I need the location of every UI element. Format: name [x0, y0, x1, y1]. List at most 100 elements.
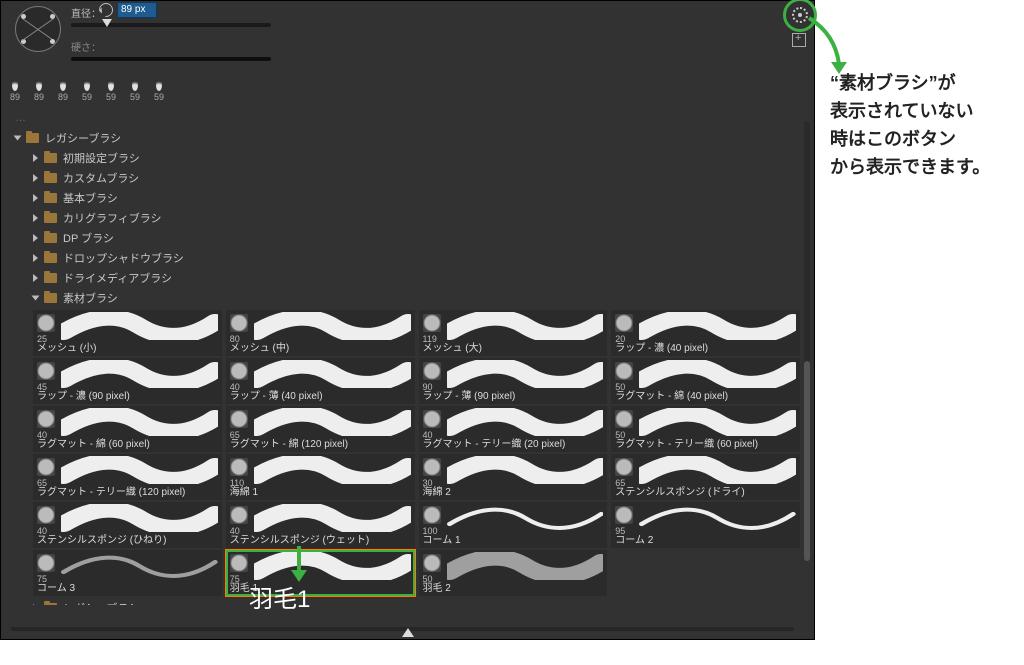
brush-swatch: [423, 410, 441, 428]
diameter-slider-thumb[interactable]: [102, 19, 112, 27]
brush-name: 海綿 2: [423, 483, 604, 498]
chevron-down-icon: [32, 296, 40, 301]
brush-name: ラグマット - 綿 (40 pixel): [615, 387, 796, 402]
folder-row[interactable]: 初期設定ブラシ: [5, 148, 800, 168]
brush-swatch: [230, 506, 248, 524]
brush-stroke-preview: [639, 408, 796, 436]
folder-label: ドライメディアブラシ: [63, 270, 172, 286]
recent-brush[interactable]: 59: [125, 77, 145, 102]
diameter-slider[interactable]: [71, 23, 271, 27]
brush-swatch: [423, 314, 441, 332]
folder-row[interactable]: ドライメディアブラシ: [5, 268, 800, 288]
brush-name: ラグマット - 綿 (120 pixel): [230, 435, 411, 450]
brush-item[interactable]: 50羽毛 2: [419, 550, 608, 596]
brush-item[interactable]: 40ステンシルスポンジ (ひねり): [33, 502, 222, 548]
brush-swatch: [37, 410, 55, 428]
brush-item[interactable]: 40ラップ - 薄 (40 pixel): [226, 358, 415, 404]
brush-item[interactable]: 65ラグマット - テリー織 (120 pixel): [33, 454, 222, 500]
brush-stroke-preview: [447, 552, 604, 580]
brush-swatch: [423, 362, 441, 380]
recent-brush[interactable]: 89: [29, 77, 49, 102]
brush-item[interactable]: 50ラグマット - テリー織 (60 pixel): [611, 406, 800, 452]
chevron-right-icon: [33, 194, 38, 202]
brush-name: 羽毛 2: [423, 579, 604, 594]
folder-row[interactable]: カリグラフィブラシ: [5, 208, 800, 228]
brush-swatch: [230, 362, 248, 380]
brush-stroke-preview: [61, 456, 218, 484]
chevron-down-icon: [14, 136, 22, 141]
brush-swatch: [230, 458, 248, 476]
diameter-input[interactable]: 89 px: [117, 2, 157, 18]
brush-item[interactable]: 100コーム 1: [419, 502, 608, 548]
folder-row[interactable]: DP ブラシ: [5, 228, 800, 248]
folder-material[interactable]: 素材ブラシ: [5, 288, 800, 308]
hardness-slider[interactable]: [71, 57, 271, 61]
brush-item[interactable]: 40ステンシルスポンジ (ウェット): [226, 502, 415, 548]
recent-brush[interactable]: 59: [101, 77, 121, 102]
recent-brush[interactable]: 59: [149, 77, 169, 102]
folder-row[interactable]: カスタムブラシ: [5, 168, 800, 188]
brush-swatch: [230, 554, 248, 572]
brush-tree: … レガシーブラシ 初期設定ブラシカスタムブラシ基本ブラシカリグラフィブラシ DP…: [5, 108, 800, 605]
brush-item[interactable]: 40ラグマット - テリー織 (20 pixel): [419, 406, 608, 452]
brush-stroke-preview: [639, 456, 796, 484]
hardness-label: 硬さ：: [71, 39, 101, 54]
brush-stroke-preview: [61, 360, 218, 388]
folder-icon: [44, 293, 57, 303]
brush-item[interactable]: 65ステンシルスポンジ (ドライ): [611, 454, 800, 500]
brush-name: コーム 3: [37, 579, 218, 594]
recent-brush[interactable]: 89: [53, 77, 73, 102]
brush-swatch: [37, 458, 55, 476]
folder-icon: [44, 173, 57, 183]
brush-item[interactable]: 80メッシュ (中): [226, 310, 415, 356]
brush-name: メッシュ (大): [423, 339, 604, 354]
folder-icon: [44, 253, 57, 263]
brush-name: メッシュ (中): [230, 339, 411, 354]
brush-stroke-preview: [447, 456, 604, 484]
folder-legacy[interactable]: レガシーブラシ: [5, 128, 800, 148]
brush-item[interactable]: 95コーム 2: [611, 502, 800, 548]
folder-row[interactable]: ドロップシャドウブラシ: [5, 248, 800, 268]
brush-item[interactable]: 30海綿 2: [419, 454, 608, 500]
brush-topbar: 直径： 89 px 硬さ：: [1, 1, 814, 73]
brush-stroke-preview: [639, 312, 796, 340]
brush-item[interactable]: 65ラグマット - 綿 (120 pixel): [226, 406, 415, 452]
folder-label: ドロップシャドウブラシ: [63, 250, 184, 266]
brush-item[interactable]: 50ラグマット - 綿 (40 pixel): [611, 358, 800, 404]
brush-swatch: [615, 362, 633, 380]
annotation-caption-2: 羽毛1: [249, 579, 310, 614]
brush-item[interactable]: 20ラップ - 濃 (40 pixel): [611, 310, 800, 356]
folder-row[interactable]: レガシーブラシ: [5, 598, 800, 605]
annotation-line: から表示できます。: [830, 154, 1020, 182]
brush-item[interactable]: 75コーム 3: [33, 550, 222, 596]
brush-item[interactable]: 25メッシュ (小): [33, 310, 222, 356]
resize-handle-icon[interactable]: [402, 628, 414, 637]
brush-item[interactable]: 110海綿 1: [226, 454, 415, 500]
brush-name: コーム 1: [423, 531, 604, 546]
brush-item[interactable]: 90ラップ - 薄 (90 pixel): [419, 358, 608, 404]
gear-icon[interactable]: [792, 7, 808, 23]
folder-label: カリグラフィブラシ: [63, 210, 162, 226]
folder-icon: [26, 133, 39, 143]
folder-row[interactable]: 基本ブラシ: [5, 188, 800, 208]
recent-brush[interactable]: 89: [5, 77, 25, 102]
annotation-line: 時はこのボタン: [830, 126, 1020, 154]
tree-truncated-row: …: [5, 108, 800, 128]
brush-name: コーム 2: [615, 531, 796, 546]
recent-brush[interactable]: 59: [77, 77, 97, 102]
brush-stroke-preview: [254, 408, 411, 436]
recent-brushes-row: 89898959595959: [5, 77, 169, 102]
brush-swatch: [230, 314, 248, 332]
chevron-right-icon: [33, 274, 38, 282]
brush-swatch: [615, 458, 633, 476]
brush-item[interactable]: 119メッシュ (大): [419, 310, 608, 356]
chevron-right-icon: [33, 214, 38, 222]
chevron-right-icon: [33, 254, 38, 262]
brush-item[interactable]: 40ラグマット - 綿 (60 pixel): [33, 406, 222, 452]
brush-item[interactable]: 45ラップ - 濃 (90 pixel): [33, 358, 222, 404]
angle-control[interactable]: [15, 6, 61, 52]
scrollbar-vertical-thumb[interactable]: [804, 361, 810, 561]
brush-name: 海綿 1: [230, 483, 411, 498]
new-preset-icon[interactable]: [792, 33, 806, 47]
brush-stroke-preview: [254, 312, 411, 340]
